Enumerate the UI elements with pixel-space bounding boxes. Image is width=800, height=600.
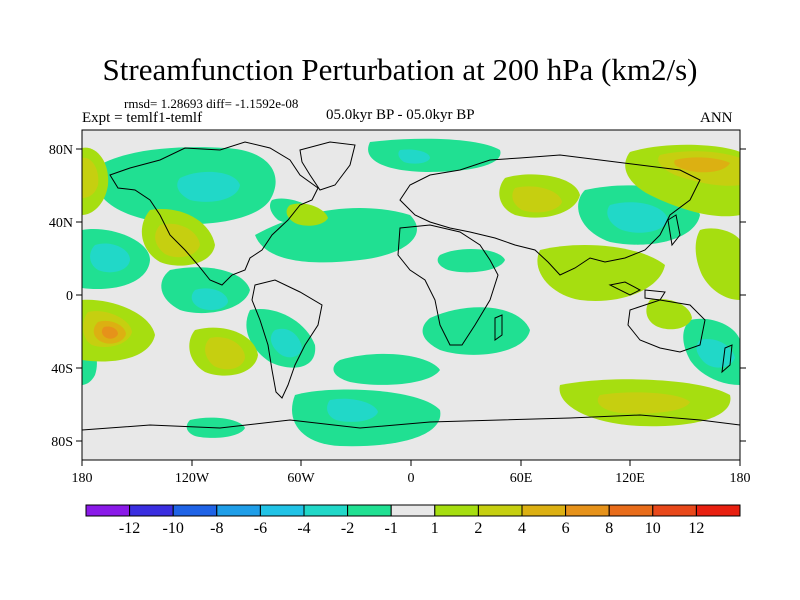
colorbar-swatch bbox=[521, 504, 567, 517]
contour-field bbox=[82, 130, 740, 460]
colorbar-swatch bbox=[477, 504, 523, 517]
negative-regions-level2 bbox=[90, 149, 735, 422]
colorbar-label: -2 bbox=[341, 520, 354, 537]
colorbar-label: 1 bbox=[431, 520, 439, 537]
colorbar-swatch bbox=[347, 504, 392, 517]
colorbar-label: 6 bbox=[562, 520, 570, 537]
colorbar-swatch bbox=[172, 504, 218, 517]
colorbar-swatch bbox=[695, 504, 741, 517]
colorbar-label: 4 bbox=[518, 520, 526, 537]
lat-label: 80S bbox=[51, 435, 73, 450]
lon-label: 120W bbox=[175, 471, 210, 486]
lat-label: 0 bbox=[66, 289, 73, 304]
latitude-labels: 80N 40N 0 40S 80S bbox=[49, 143, 73, 450]
colorbar-swatch bbox=[85, 504, 131, 517]
longitude-labels: 180 120W 60W 0 60E 120E 180 bbox=[72, 471, 751, 486]
lon-label: 60W bbox=[287, 471, 315, 486]
lat-label: 80N bbox=[49, 143, 73, 158]
stats-label: rmsd= 1.28693 diff= -1.1592e-08 bbox=[124, 96, 299, 111]
colorbar-swatch bbox=[390, 504, 436, 517]
lat-label: 40N bbox=[49, 216, 73, 231]
map-title: Streamfunction Perturbation at 200 hPa (… bbox=[102, 52, 698, 87]
positive-regions-level4 bbox=[101, 326, 118, 339]
colorbar-label: 2 bbox=[474, 520, 482, 537]
lat-label: 40S bbox=[51, 362, 73, 377]
colorbar-label: -4 bbox=[297, 520, 310, 537]
latitude-ticks bbox=[76, 148, 746, 442]
colorbar-label: 8 bbox=[605, 520, 613, 537]
positive-regions-level2 bbox=[82, 151, 740, 414]
colorbar-label: -6 bbox=[254, 520, 267, 537]
colorbar-swatch bbox=[129, 504, 174, 517]
colorbar-swatch bbox=[565, 504, 610, 517]
colorbar-swatch bbox=[608, 504, 654, 517]
positive-regions-level3 bbox=[93, 157, 730, 344]
colorbar-label: -10 bbox=[163, 520, 184, 537]
season-label: ANN bbox=[700, 110, 733, 126]
colorbar-label: 10 bbox=[645, 520, 661, 537]
longitude-ticks bbox=[81, 460, 741, 466]
colorbar-swatch bbox=[216, 504, 261, 517]
colorbar-label: -8 bbox=[210, 520, 223, 537]
experiment-label: Expt = temlf1-temlf bbox=[82, 110, 203, 126]
lon-label: 180 bbox=[730, 471, 751, 486]
colorbar-swatch bbox=[303, 504, 349, 517]
colorbar-swatch bbox=[434, 504, 479, 517]
colorbar-swatch bbox=[259, 504, 305, 517]
colorbar: -12 -10 -8 -6 -4 -2 -1 1 2 4 6 8 10 12 bbox=[85, 504, 741, 537]
colorbar-swatch bbox=[652, 504, 697, 517]
lon-label: 60E bbox=[510, 471, 533, 486]
colorbar-label: -12 bbox=[119, 520, 140, 537]
lon-label: 180 bbox=[72, 471, 93, 486]
period-label: 05.0kyr BP - 05.0kyr BP bbox=[326, 107, 475, 123]
lon-label: 120E bbox=[615, 471, 645, 486]
colorbar-label: 12 bbox=[688, 520, 704, 537]
lon-label: 0 bbox=[408, 471, 415, 486]
coastlines bbox=[82, 141, 740, 431]
colorbar-label: -1 bbox=[385, 520, 398, 537]
